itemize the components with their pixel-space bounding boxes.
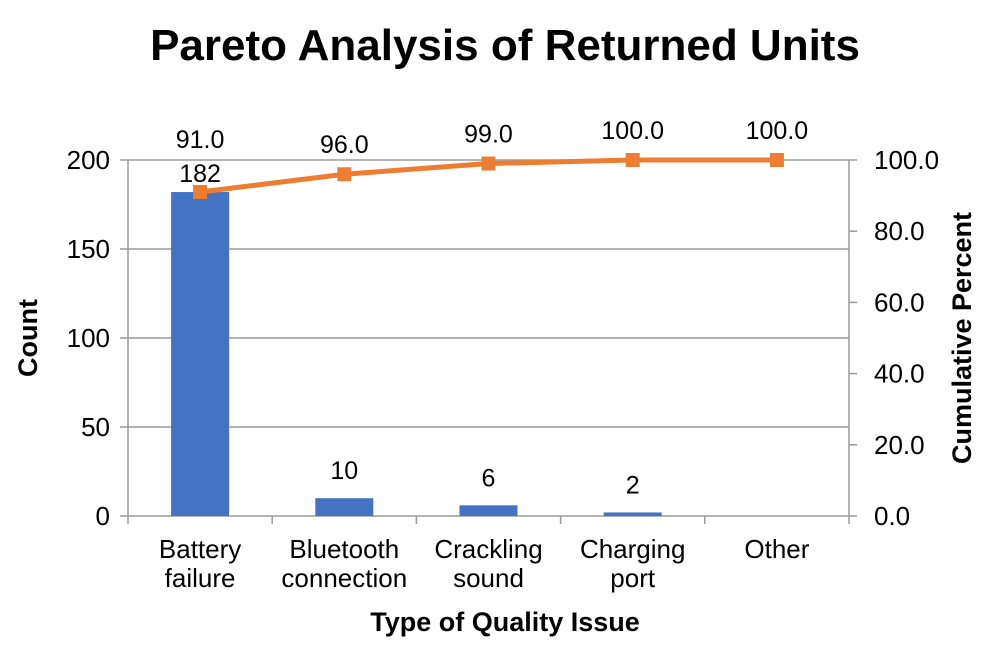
data-labels: 182 10 6 2 91.0 96.0 99.0 100.0 100.0 (176, 117, 808, 499)
line-value-label: 99.0 (464, 121, 513, 149)
bar-series-count (171, 192, 662, 517)
gridlines (128, 159, 849, 428)
category-label-line: Charging (580, 534, 686, 564)
category-label-line: sound (453, 563, 524, 593)
line-marker (625, 153, 640, 167)
right-axis-tick-label: 0.0 (874, 501, 910, 531)
right-axis-tick-label: 60.0 (874, 287, 925, 317)
line-series-cumulative-percent (193, 153, 784, 200)
right-axis-title: Cumulative Percent (947, 212, 977, 464)
bar (603, 512, 662, 516)
category-label-line: Battery (159, 534, 241, 564)
bar (459, 505, 518, 516)
category-label-line: port (610, 563, 656, 593)
line-value-label: 100.0 (601, 117, 664, 145)
category-label-line: Bluetooth (289, 534, 399, 564)
category-label: Crackling sound (434, 534, 542, 593)
right-axis-tick-label: 80.0 (874, 216, 925, 246)
bar (315, 498, 374, 516)
category-label: Bluetooth connection (281, 534, 407, 593)
line-marker (337, 167, 352, 182)
line-marker (193, 185, 208, 200)
category-label: Charging port (580, 534, 686, 593)
right-axis-tick-label: 40.0 (874, 359, 925, 389)
left-axis-tick-label: 150 (67, 234, 110, 264)
line-value-label: 91.0 (176, 126, 225, 154)
line-marker (481, 156, 496, 171)
line-value-label: 100.0 (746, 117, 809, 145)
bar-value-label: 10 (330, 457, 358, 485)
line-marker (769, 153, 784, 167)
chart-title: Pareto Analysis of Returned Units (150, 21, 860, 70)
line-value-label: 96.0 (320, 131, 369, 159)
left-axis-tick-label: 200 (67, 145, 110, 175)
category-label-line: Other (744, 534, 809, 564)
bar-value-label: 182 (179, 160, 221, 188)
tick-labels: 200 150 100 50 0 100.0 80.0 60.0 40.0 20.0 0.0 Batt… (67, 145, 939, 593)
left-axis-tick-label: 0 (96, 501, 110, 531)
right-axis-tick-label: 100.0 (874, 145, 939, 175)
left-axis-tick-label: 50 (81, 412, 110, 442)
x-axis-title: Type of Quality Issue (370, 607, 640, 637)
category-label-line: failure (165, 563, 236, 593)
bar (171, 192, 230, 517)
left-axis-tick-label: 100 (67, 323, 110, 353)
category-label: Other (744, 534, 809, 564)
category-label-line: Crackling (434, 534, 542, 564)
left-axis-title: Count (13, 299, 43, 377)
bar-value-label: 2 (626, 471, 640, 499)
category-label-line: connection (281, 563, 407, 593)
bar-value-label: 6 (482, 464, 496, 492)
right-axis-tick-label: 20.0 (874, 430, 925, 460)
category-label: Battery failure (159, 534, 241, 593)
